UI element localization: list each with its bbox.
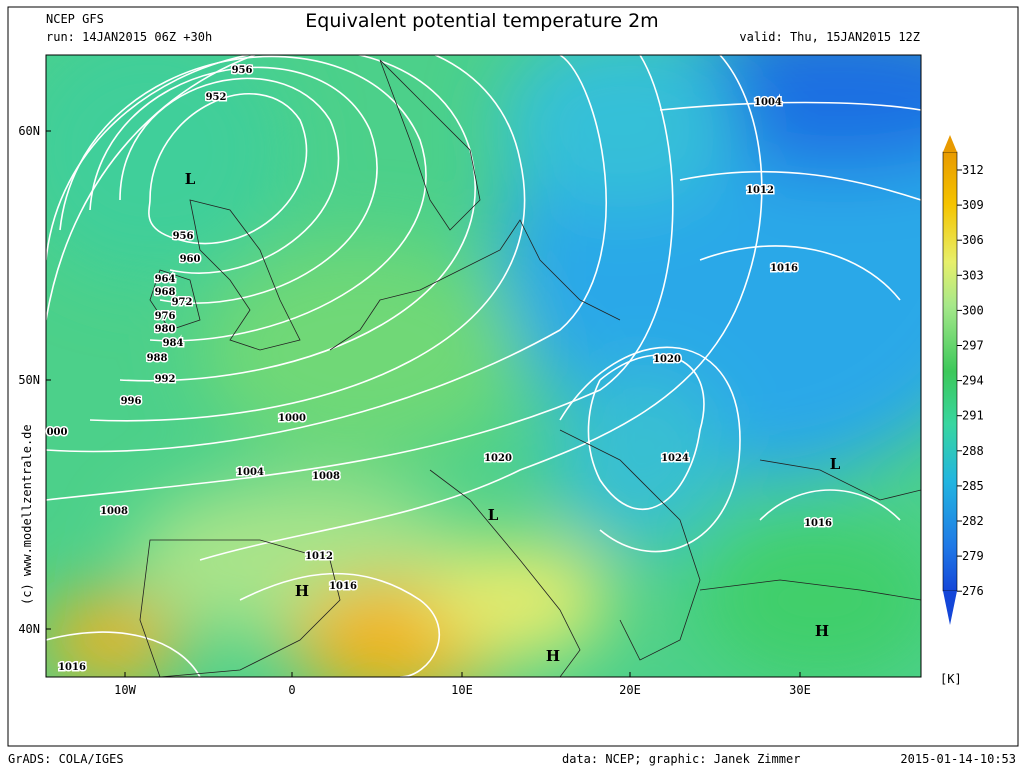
- isobar-label: 1024: [661, 453, 689, 464]
- isobar-label: 976: [155, 311, 176, 322]
- isobar-label: 980: [155, 324, 176, 335]
- colorbar-label: 291: [962, 409, 984, 423]
- map-frame: [45, 54, 922, 678]
- isobar-label: 968: [155, 287, 176, 298]
- pressure-center: H: [815, 622, 829, 640]
- isobar-label: 960: [180, 254, 201, 265]
- y-tick-label: 50N: [18, 373, 40, 387]
- side-credit: (c) www.modellzentrale.de: [20, 424, 34, 605]
- outer-frame: [7, 6, 1019, 747]
- colorbar: [942, 151, 958, 592]
- footer-timestamp: 2015-01-14-10:53: [900, 752, 1016, 766]
- isobar-label: 1008: [312, 471, 340, 482]
- coastlines: [139, 59, 921, 677]
- isobar-label: 952: [206, 92, 227, 103]
- x-tick-label: 30E: [789, 683, 811, 697]
- valid-label: valid: Thu, 15JAN2015 12Z: [739, 30, 920, 44]
- isobar-label: 1016: [804, 518, 832, 529]
- map-field: [46, 55, 921, 677]
- colorbar-label: 312: [962, 163, 984, 177]
- isobar-label: 1008: [100, 506, 128, 517]
- isobar-label: 1004: [754, 97, 782, 108]
- isobar-label: 972: [172, 297, 193, 308]
- colorbar-label: 297: [962, 339, 984, 353]
- isobars: [46, 55, 921, 677]
- isobar-label: 992: [155, 374, 176, 385]
- isobar-label: 1012: [305, 551, 333, 562]
- isobar-label: 1020: [484, 453, 512, 464]
- pressure-center: L: [185, 170, 196, 188]
- y-tick-label: 40N: [18, 622, 40, 636]
- x-tick-label: 20E: [619, 683, 641, 697]
- colorbar-label: 276: [962, 584, 984, 598]
- isobar-label: 1000: [278, 413, 306, 424]
- x-tick-label: 0: [288, 683, 295, 697]
- isobar-label: 1016: [770, 263, 798, 274]
- x-tick-label: 10W: [114, 683, 136, 697]
- isobar-label: 988: [147, 353, 168, 364]
- isobar-label: 996: [121, 396, 142, 407]
- pressure-center: L: [488, 506, 499, 524]
- footer-software: GrADS: COLA/IGES: [8, 752, 124, 766]
- colorbar-label: 282: [962, 514, 984, 528]
- x-tick-label: 10E: [451, 683, 473, 697]
- run-label: run: 14JAN2015 06Z +30h: [46, 30, 212, 44]
- isobar-label: 1016: [58, 662, 86, 673]
- isobar-label: 1016: [329, 581, 357, 592]
- colorbar-label: 288: [962, 444, 984, 458]
- colorbar-label: 303: [962, 268, 984, 282]
- model-label: NCEP GFS: [46, 12, 104, 26]
- pressure-center: H: [295, 582, 309, 600]
- colorbar-label: 294: [962, 374, 984, 388]
- pressure-center: H: [546, 647, 560, 665]
- colorbar-label: 300: [962, 303, 984, 317]
- pressure-center: L: [830, 455, 841, 473]
- colorbar-label: 279: [962, 549, 984, 563]
- colorbar-top-arrow: [943, 135, 957, 152]
- footer-credit: data: NCEP; graphic: Janek Zimmer: [562, 752, 800, 766]
- colorbar-label: 306: [962, 233, 984, 247]
- colorbar-unit: [K]: [940, 672, 962, 686]
- colorbar-label: 309: [962, 198, 984, 212]
- isobar-label: 1020: [653, 354, 681, 365]
- colorbar-bottom-arrow: [943, 591, 957, 625]
- isobar-label: 000: [47, 427, 68, 438]
- isobar-label: 1004: [236, 467, 264, 478]
- isobar-label: 956: [232, 65, 253, 76]
- isobar-label: 984: [163, 338, 184, 349]
- isobar-label: 1012: [746, 185, 774, 196]
- colorbar-label: 285: [962, 479, 984, 493]
- isobar-label: 964: [155, 274, 176, 285]
- isobar-label: 956: [173, 231, 194, 242]
- map-title: Equivalent potential temperature 2m: [305, 10, 658, 32]
- y-tick-label: 60N: [18, 124, 40, 138]
